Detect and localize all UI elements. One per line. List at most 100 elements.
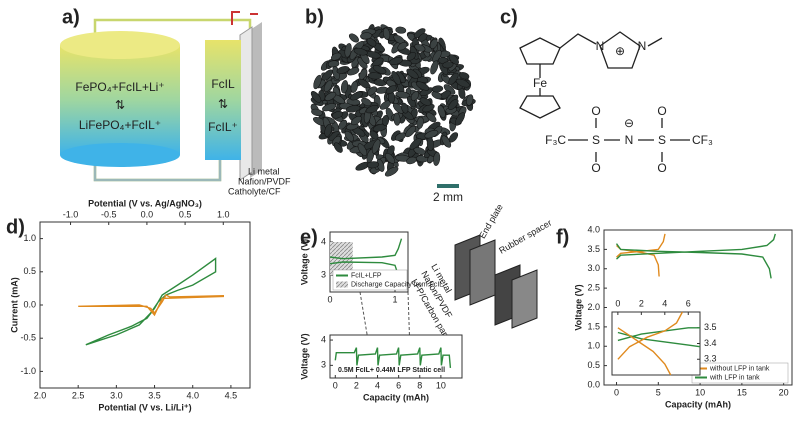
pellet <box>416 116 424 129</box>
bond <box>647 37 663 47</box>
pellet <box>389 57 403 65</box>
x-tick-label: 2 <box>354 380 359 390</box>
x-tick-label: 2.0 <box>34 390 47 400</box>
pellet <box>448 132 459 143</box>
pellet <box>448 98 459 111</box>
tank-text: ⇅ <box>115 98 125 112</box>
y-tick-label: 3 <box>321 360 326 370</box>
plot-frame <box>329 334 463 379</box>
cell <box>205 40 241 160</box>
pellet <box>366 38 377 47</box>
pellet <box>431 91 443 100</box>
x-tick-label: 5 <box>656 387 661 397</box>
x-tick-label: 6 <box>686 298 691 308</box>
x-tick-label: 4.0 <box>186 390 199 400</box>
pellet <box>395 91 411 99</box>
tank-bottom <box>60 143 180 167</box>
layer <box>250 22 262 178</box>
pellet <box>311 108 323 116</box>
cell-text: FcIL⁺ <box>208 120 238 134</box>
pellet <box>360 32 373 40</box>
plate <box>469 239 496 306</box>
pellet <box>357 143 368 157</box>
pellet <box>382 114 390 126</box>
pellet <box>324 91 337 101</box>
bond <box>559 33 597 49</box>
pellet <box>359 68 368 80</box>
plate <box>511 269 538 329</box>
panel-label: c) <box>500 6 518 28</box>
pellet <box>395 26 407 34</box>
y-tick-label: 1.5 <box>587 321 600 331</box>
x-axis-title: Capacity (mAh) <box>363 392 429 402</box>
atom: CF₃ <box>692 133 713 147</box>
layer <box>239 26 253 181</box>
pellet <box>310 91 322 103</box>
tank-text: FePO₄+FcIL+Li⁺ <box>75 80 164 94</box>
panel-b: b) <box>305 6 476 177</box>
pellet <box>394 132 407 141</box>
x-tick-label: 0 <box>333 380 338 390</box>
pellet <box>385 85 397 94</box>
y-axis-title: Voltage (V) <box>573 284 583 330</box>
pellet <box>347 67 360 76</box>
y-tick-label: 1.0 <box>587 341 600 351</box>
cell-text: FcIL <box>211 77 235 91</box>
y-tick-label: 4.0 <box>587 224 600 234</box>
pellet <box>323 80 333 93</box>
panel-label: f) <box>556 226 569 248</box>
pellet <box>350 115 362 126</box>
panel-a: a) FePO₄+FcIL+Li⁺ ⇅ LiFePO₄+FcIL⁺ FcIL ⇅… <box>60 6 291 196</box>
atom: O <box>657 161 666 175</box>
cell-text: ⇅ <box>218 97 228 111</box>
pellet <box>455 78 470 88</box>
y-tick-label: 3.4 <box>704 338 717 348</box>
x-tick-label: 2 <box>639 298 644 308</box>
series-line <box>615 233 776 279</box>
panel-label: b) <box>305 6 324 28</box>
x-tick-label: 10 <box>436 380 446 390</box>
x2-tick-label: 1.0 <box>217 209 230 219</box>
x2-tick-label: -1.0 <box>63 209 79 219</box>
pellet <box>330 52 342 61</box>
scale-bar <box>437 184 459 188</box>
pellet <box>348 33 359 43</box>
pellet <box>336 66 350 74</box>
x-tick-label: 20 <box>779 387 789 397</box>
atom: O <box>657 104 666 118</box>
atom: O <box>591 161 600 175</box>
photo-label: Rubber spacer <box>497 218 553 256</box>
x-tick-label: 0 <box>615 298 620 308</box>
y-tick-label: 3.0 <box>587 263 600 273</box>
y-tick-label: 4 <box>321 334 326 344</box>
x-tick-label: 2.5 <box>72 390 85 400</box>
x-tick-label: 0 <box>327 294 332 304</box>
pellet <box>322 103 337 112</box>
atom: Fe <box>533 76 547 90</box>
pellet <box>371 139 381 154</box>
pellet <box>410 91 420 101</box>
pellet <box>426 112 437 123</box>
pellet <box>419 97 432 106</box>
bond <box>568 118 690 162</box>
panel-c: c) Fe N N ⊕ F₃C S S O O O O N ⊖ CF₃ <box>500 6 713 175</box>
pellet <box>345 105 361 113</box>
pellet <box>406 156 417 165</box>
layer-label: Nafion/PVDF <box>238 176 291 186</box>
plot-frame <box>39 221 251 389</box>
pellet <box>361 97 372 107</box>
pellet <box>414 43 426 52</box>
y-tick-label: 4 <box>321 236 326 246</box>
pellet <box>431 85 444 93</box>
y-tick-label: 0.5 <box>587 360 600 370</box>
pellet <box>313 74 322 90</box>
legend-label: FcIL+LFP <box>351 272 382 279</box>
x2-tick-label: 0.5 <box>179 209 192 219</box>
pellet <box>344 130 354 142</box>
y-tick-label: 3.3 <box>704 354 717 364</box>
pellet <box>333 142 343 153</box>
pellet <box>344 43 352 58</box>
charge: ⊕ <box>615 44 625 58</box>
panel-label: a) <box>62 6 80 28</box>
tank-text: LiFePO₄+FcIL⁺ <box>79 118 161 132</box>
